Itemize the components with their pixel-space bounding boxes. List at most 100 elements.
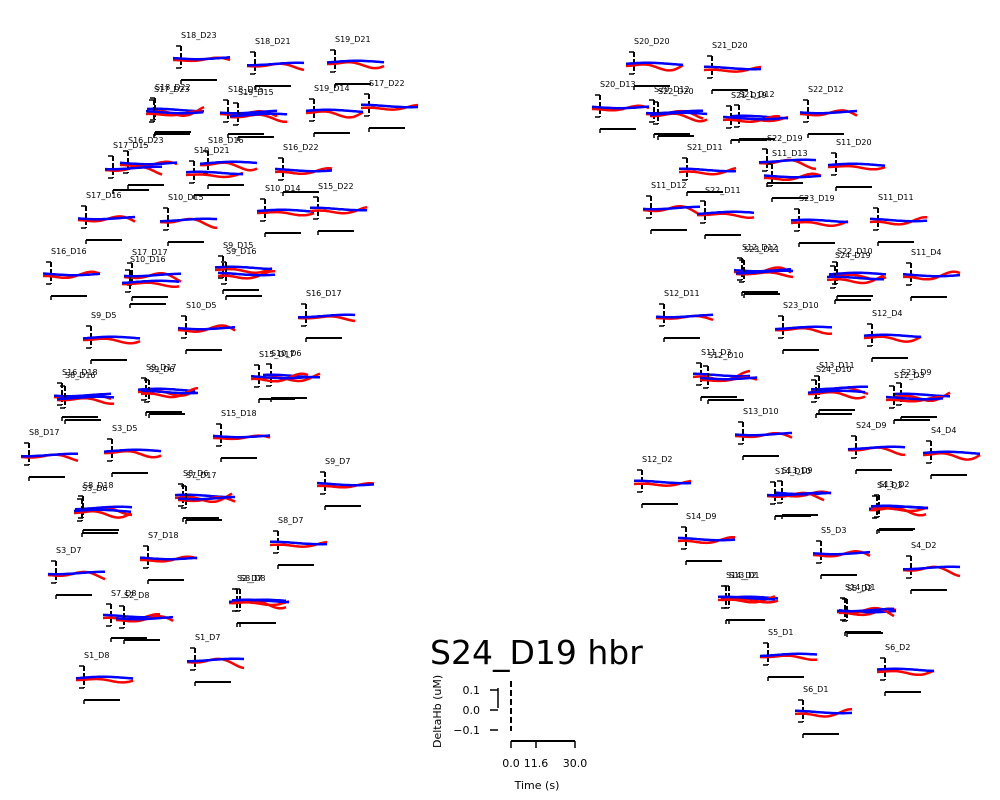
- channel-label: S21_D12: [739, 90, 775, 99]
- hbr-trace: [231, 598, 289, 604]
- channel-s11-d13: S11_D13: [763, 149, 822, 202]
- channel-label: S15_D22: [318, 182, 354, 191]
- hbr-trace: [139, 556, 198, 561]
- hbr-trace: [326, 59, 385, 64]
- hbr-trace: [42, 272, 101, 277]
- channel-label: S12_D10: [708, 351, 744, 360]
- channel-s24-d10: S24_D10: [807, 365, 866, 418]
- channel-s23-d10: S23_D10: [774, 301, 833, 354]
- channel-label: S4_D3: [877, 481, 902, 490]
- channel-label: S14_D9: [686, 512, 717, 521]
- channel-s13-d2: S13_D2: [870, 480, 929, 533]
- hbr-trace: [812, 550, 871, 556]
- hbr-trace: [75, 675, 134, 680]
- channel-s9-d6: S9_D6: [140, 365, 199, 418]
- hbr-trace: [795, 709, 853, 715]
- channel-label: S22_D11: [705, 186, 741, 195]
- channel-label: S5_D3: [821, 526, 846, 535]
- channel-s9-d16: S9_D16: [217, 247, 276, 300]
- channel-label: S24_D19: [835, 251, 871, 260]
- channel-label: S17_D23: [154, 85, 190, 94]
- hbr-trace: [160, 217, 218, 223]
- channel-label: S9_D7: [325, 457, 350, 466]
- channel-s12-d2: S12_D2: [633, 455, 692, 508]
- channel-s6-d2: S6_D2: [876, 643, 935, 696]
- channel-label: S18_D23: [181, 31, 217, 40]
- hbr-trace: [77, 215, 136, 221]
- hbr-trace: [863, 333, 922, 339]
- channel-s23-d11: S23_D11: [735, 245, 794, 298]
- channel-label: S23_D9: [901, 368, 932, 377]
- channel-s17-d22: S17_D22: [360, 79, 419, 132]
- hbo-trace: [869, 215, 927, 226]
- channel-s12-d4: S12_D4: [863, 309, 922, 362]
- hbr-trace: [123, 272, 181, 278]
- channel-s7-d18: S7_D18: [139, 531, 198, 584]
- hbr-trace: [634, 479, 691, 485]
- hbo-trace: [231, 600, 290, 607]
- channel-label: S22_D12: [808, 85, 844, 94]
- channel-label: S4_D2: [911, 541, 936, 550]
- channel-label: S18_D15: [228, 85, 264, 94]
- hbr-trace: [256, 208, 315, 213]
- y-tick-label: 0.1: [463, 684, 481, 697]
- channel-s12-d11: S12_D11: [655, 289, 714, 342]
- hbr-trace: [655, 313, 714, 319]
- hbr-trace: [185, 170, 244, 176]
- channel-s19-d21: S19_D21: [326, 35, 385, 88]
- hbo-trace: [764, 172, 822, 182]
- channel-s21-d20: S21_D20: [703, 41, 762, 94]
- hbr-trace: [361, 103, 419, 109]
- channel-s14-d2: S14_D2: [717, 571, 776, 624]
- hbr-trace: [836, 607, 895, 613]
- channel-s8-d16: S8_D16: [56, 371, 115, 424]
- channel-label: S21_D11: [687, 143, 723, 152]
- channel-s9-d7: S9_D7: [316, 457, 375, 510]
- channel-s8-d17: S8_D17: [20, 428, 79, 481]
- hbo-trace: [74, 510, 132, 519]
- hbr-trace: [187, 657, 245, 663]
- hbo-trace: [257, 210, 315, 217]
- channel-label: S16_D17: [306, 289, 342, 298]
- hbr-trace: [247, 61, 304, 67]
- hbo-trace: [316, 482, 375, 489]
- hbr-trace: [177, 325, 236, 331]
- channel-s24-d19: S24_D19: [826, 251, 885, 304]
- channel-s11-d12: S11_D12: [642, 181, 701, 234]
- channel-s9-d5: S9_D5: [82, 311, 141, 364]
- hbr-trace: [275, 167, 333, 173]
- channel-label: S9_D15: [223, 241, 254, 250]
- channel-label: S17_D15: [113, 141, 149, 150]
- hbr-trace: [270, 540, 327, 546]
- hbr-trace: [212, 434, 271, 439]
- channel-label: S23_D19: [799, 194, 835, 203]
- channel-s3-d5: S3_D5: [103, 424, 162, 477]
- hbr-trace: [214, 265, 273, 271]
- channel-s15-d18: S15_D18: [212, 409, 271, 462]
- channel-label: S11_D4: [911, 248, 942, 257]
- hbr-trace: [121, 279, 180, 285]
- hbr-trace: [885, 395, 944, 401]
- channel-label: S5_D2: [847, 584, 872, 593]
- hbo-trace: [863, 335, 922, 343]
- hbo-trace: [696, 212, 755, 219]
- hbr-trace: [310, 206, 368, 212]
- hbr-trace: [723, 115, 781, 121]
- channel-s18-d15: S18_D15: [219, 85, 278, 138]
- channel-label: S4_D4: [931, 426, 956, 435]
- hbr-trace: [625, 61, 684, 67]
- hbr-trace: [699, 376, 758, 381]
- channel-label: S12_D2: [642, 455, 673, 464]
- hbo-trace: [790, 219, 849, 228]
- channel-label: S10_D21: [194, 146, 230, 155]
- channel-s4-d4: S4_D4: [922, 426, 981, 479]
- hbr-trace: [696, 210, 755, 216]
- channel-label: S16_D16: [51, 247, 87, 256]
- hbr-trace: [828, 271, 887, 276]
- channel-label: S11_D12: [651, 181, 687, 190]
- hbr-trace: [47, 570, 105, 576]
- channel-s19-d15: S19_D15: [229, 88, 288, 141]
- channel-s23-d19: S23_D19: [790, 194, 849, 247]
- channel-label: S23_D10: [783, 301, 819, 310]
- channel-s22-d20: S22_D20: [649, 87, 708, 140]
